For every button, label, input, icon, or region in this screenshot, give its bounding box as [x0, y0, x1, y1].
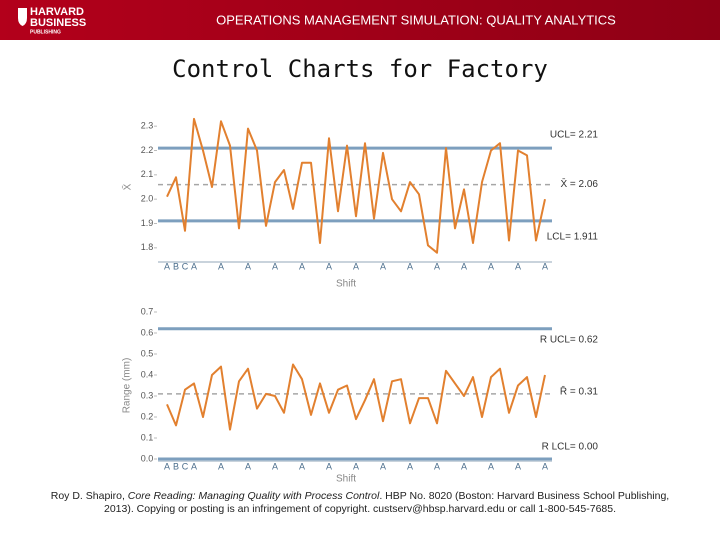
- y-tick-label: 0.1: [141, 432, 154, 442]
- x-tick-label: A: [164, 461, 170, 471]
- x-tick-label: B: [173, 261, 179, 271]
- x-tick-label: A: [164, 261, 170, 271]
- control-line-label: R LCL= 0.00: [542, 442, 599, 453]
- y-tick-label: 0.4: [141, 369, 154, 379]
- x-tick-label: A: [353, 461, 359, 471]
- y-axis-label: Range (mm): [122, 358, 133, 414]
- x-axis-band: [158, 460, 552, 462]
- x-tick-label: A: [542, 261, 548, 271]
- x-tick-label: A: [461, 261, 467, 271]
- x-tick-label: A: [353, 261, 359, 271]
- x-tick-label: A: [299, 461, 305, 471]
- x-tick-label: C: [182, 461, 189, 471]
- x-tick-label: A: [380, 261, 386, 271]
- logo-shield: [18, 8, 27, 26]
- x-tick-label: A: [542, 461, 548, 471]
- data-line: [166, 363, 546, 431]
- y-tick-label: 0.2: [141, 411, 154, 421]
- x-tick-label: B: [173, 461, 179, 471]
- x-axis-label: Shift: [336, 279, 356, 290]
- control-line-label: X̄ = 2.06: [560, 178, 598, 191]
- plot-area: [138, 108, 552, 264]
- control-line-label: R UCL= 0.62: [540, 334, 599, 345]
- control-line-label: UCL= 2.21: [550, 130, 599, 141]
- x-tick-label: A: [488, 261, 494, 271]
- x-tick-label: A: [326, 461, 332, 471]
- citation: 2013). Copying or posting is an infringe…: [104, 503, 616, 515]
- y-tick-label: 0.0: [141, 453, 154, 463]
- y-tick-label: 2.3: [141, 121, 154, 131]
- x-tick-label: A: [434, 461, 440, 471]
- x-tick-label: A: [218, 261, 224, 271]
- logo-text: BUSINESS: [30, 17, 86, 29]
- y-tick-label: 2.1: [141, 169, 154, 179]
- y-tick-label: 0.6: [141, 327, 154, 337]
- x-tick-label: A: [407, 261, 413, 271]
- x-tick-label: A: [488, 461, 494, 471]
- y-tick-label: 1.9: [141, 218, 154, 228]
- x-tick-label: A: [245, 261, 251, 271]
- header-title: OPERATIONS MANAGEMENT SIMULATION: QUALIT…: [216, 12, 616, 27]
- citation-part: Core Reading: Managing Quality with Proc…: [128, 490, 380, 502]
- plot-area: [138, 306, 552, 463]
- x-tick-label: A: [434, 261, 440, 271]
- x-tick-label: A: [272, 461, 278, 471]
- x-axis-label: Shift: [336, 474, 356, 485]
- x-tick-label: A: [191, 461, 197, 471]
- x-axis-band: [158, 261, 552, 263]
- y-tick-label: 0.7: [141, 306, 154, 316]
- x-tick-label: A: [407, 461, 413, 471]
- x-tick-label: A: [272, 261, 278, 271]
- citation: Roy D. Shapiro, Core Reading: Managing Q…: [51, 490, 669, 502]
- y-tick-label: 2.0: [141, 194, 154, 204]
- y-tick-label: 0.3: [141, 390, 154, 400]
- y-tick-label: 0.5: [141, 348, 154, 358]
- header-bar: [0, 0, 720, 40]
- y-axis-label: X̄: [121, 183, 134, 190]
- citation-part: . HBP No. 8020 (Boston: Harvard Business…: [379, 490, 669, 502]
- citation-part: Roy D. Shapiro,: [51, 490, 128, 502]
- y-tick-label: 1.8: [141, 242, 154, 252]
- logo-text: PUBLISHING: [30, 29, 61, 35]
- x-tick-label: A: [515, 261, 521, 271]
- control-line-label: R̄ = 0.31: [560, 385, 599, 398]
- x-tick-label: A: [515, 461, 521, 471]
- data-line: [166, 117, 546, 254]
- x-tick-label: A: [380, 461, 386, 471]
- x-tick-label: A: [191, 261, 197, 271]
- x-tick-label: A: [245, 461, 251, 471]
- x-tick-label: A: [218, 461, 224, 471]
- x-tick-label: A: [461, 461, 467, 471]
- x-tick-label: C: [182, 261, 189, 271]
- x-tick-label: A: [299, 261, 305, 271]
- control-line-label: LCL= 1.911: [547, 231, 599, 242]
- logo-text: HARVARD: [30, 6, 84, 18]
- x-tick-label: A: [326, 261, 332, 271]
- y-tick-label: 2.2: [141, 145, 154, 155]
- slide-title: Control Charts for Factory: [172, 55, 548, 83]
